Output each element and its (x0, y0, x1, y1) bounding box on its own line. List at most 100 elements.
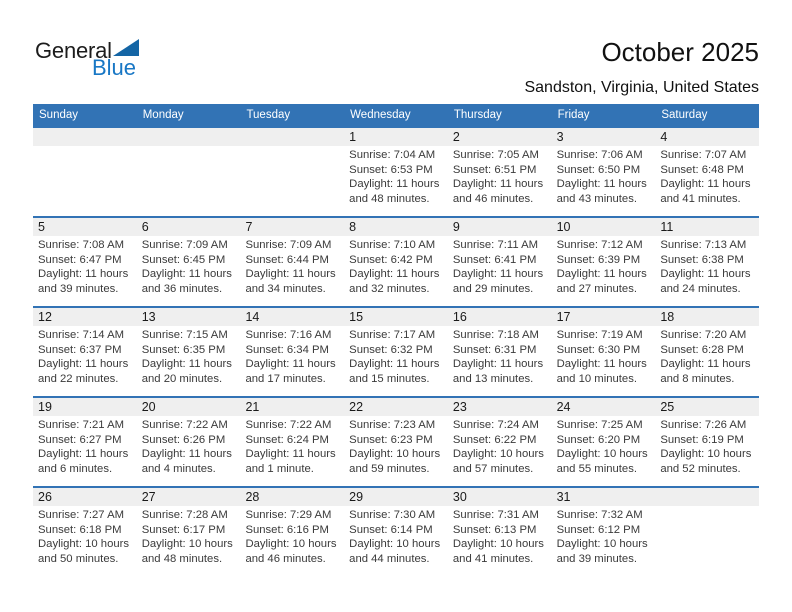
daylight-text-line2: and 50 minutes. (38, 552, 119, 565)
daylight-text-line2: and 27 minutes. (556, 282, 637, 295)
sunset-text: Sunset: 6:53 PM (349, 163, 433, 176)
day-cell-1: Sunrise: 7:04 AM Sunset: 6:53 PM Daylight:… (344, 146, 448, 216)
day-number-13: 13 (141, 310, 156, 324)
sunrise-text: Sunrise: 7:32 AM (556, 509, 643, 521)
daylight-text-line2: and 57 minutes. (452, 462, 534, 475)
weekday-header-row: Sunday Monday Tuesday Wednesday Thursday Frid… (33, 104, 759, 126)
day-cell-25: Sunrise: 7:26 AM Sunset: 6:19 PM Daylight:… (655, 416, 759, 486)
sunset-text: Sunset: 6:51 PM (452, 163, 537, 176)
daylight-text-line1: Daylight: 11 hours (660, 358, 751, 371)
sunrise-text: Sunrise: 7:26 AM (660, 419, 747, 431)
daylight-text-line1: Daylight: 11 hours (349, 178, 440, 191)
daylight-text-line1: Daylight: 11 hours (141, 268, 232, 281)
day-number-12: 12 (38, 310, 52, 324)
sunset-text: Sunset: 6:12 PM (556, 523, 641, 536)
page-title: October 2025 (601, 37, 759, 67)
sunset-text: Sunset: 6:38 PM (660, 253, 744, 266)
daylight-text-line1: Daylight: 11 hours (38, 358, 129, 371)
day-header-thursday: Thursday (453, 109, 502, 121)
daylight-text-line1: Daylight: 10 hours (349, 538, 441, 551)
daylight-text-line2: and 32 minutes. (349, 282, 430, 295)
daylight-text-line1: Daylight: 10 hours (38, 538, 130, 551)
sunset-text: Sunset: 6:37 PM (38, 343, 122, 356)
daylight-text-line1: Daylight: 11 hours (556, 268, 647, 281)
daylight-text-line2: and 48 minutes. (349, 192, 430, 205)
day-number-22: 22 (349, 400, 364, 414)
daylight-text-line2: and 22 minutes. (38, 372, 119, 385)
sunrise-text: Sunrise: 7:09 AM (141, 239, 228, 251)
day-number-24: 24 (556, 400, 571, 414)
daylight-text-line2: and 43 minutes. (556, 192, 637, 205)
sunset-text: Sunset: 6:22 PM (452, 433, 537, 446)
daylight-text-line1: Daylight: 11 hours (660, 268, 751, 281)
day-number-band: 26 27 28 29 30 31 (33, 488, 759, 506)
general-blue-logo: General Blue (35, 39, 139, 79)
daylight-text-line2: and 10 minutes. (556, 372, 637, 385)
day-cell-31: Sunrise: 7:32 AM Sunset: 6:12 PM Daylight:… (552, 506, 656, 576)
week-row: 19 20 21 22 23 24 25 Sunrise: 7:21 AM Sunset: 6:… (33, 396, 759, 486)
day-cell-12: Sunrise: 7:14 AM Sunset: 6:37 PM Daylight:… (33, 326, 137, 396)
daylight-text-line2: and 44 minutes. (349, 552, 430, 565)
daylight-text-line1: Daylight: 10 hours (452, 448, 544, 461)
day-number-29: 29 (349, 490, 364, 504)
day-number-6: 6 (141, 220, 149, 234)
daylight-text-line2: and 55 minutes. (556, 462, 637, 475)
day-header-friday: Friday (557, 109, 590, 121)
day-number-3: 3 (556, 130, 564, 144)
sunset-text: Sunset: 6:34 PM (245, 343, 329, 356)
day-cell-20: Sunrise: 7:22 AM Sunset: 6:26 PM Daylight:… (137, 416, 241, 486)
sunrise-text: Sunrise: 7:15 AM (141, 329, 228, 341)
day-cell-2: Sunrise: 7:05 AM Sunset: 6:51 PM Daylight:… (448, 146, 552, 216)
sunrise-text: Sunrise: 7:30 AM (349, 509, 436, 521)
sunrise-text: Sunrise: 7:17 AM (349, 329, 436, 341)
daylight-text-line1: Daylight: 11 hours (660, 178, 751, 191)
day-number-14: 14 (245, 310, 260, 324)
day-number-7: 7 (245, 220, 253, 234)
sunset-text: Sunset: 6:41 PM (452, 253, 537, 266)
daylight-text-line1: Daylight: 10 hours (660, 448, 752, 461)
sunset-text: Sunset: 6:32 PM (349, 343, 433, 356)
daylight-text-line1: Daylight: 10 hours (245, 538, 337, 551)
day-number-2: 2 (452, 130, 460, 144)
sunset-text: Sunset: 6:20 PM (556, 433, 641, 446)
daylight-text-line2: and 39 minutes. (556, 552, 637, 565)
daylight-text-line1: Daylight: 11 hours (349, 268, 440, 281)
day-number-21: 21 (245, 400, 260, 414)
day-cell-11: Sunrise: 7:13 AM Sunset: 6:38 PM Daylight:… (655, 236, 759, 306)
day-number-8: 8 (349, 220, 357, 234)
daylight-text-line2: and 13 minutes. (452, 372, 534, 385)
daylight-text-line1: Daylight: 11 hours (452, 268, 544, 281)
daylight-text-line1: Daylight: 11 hours (245, 448, 336, 461)
day-cell-18: Sunrise: 7:20 AM Sunset: 6:28 PM Daylight:… (655, 326, 759, 396)
day-cell-28: Sunrise: 7:29 AM Sunset: 6:16 PM Daylight:… (240, 506, 344, 576)
sunset-text: Sunset: 6:26 PM (141, 433, 226, 446)
sunrise-text: Sunrise: 7:09 AM (245, 239, 332, 251)
daylight-text-line1: Daylight: 10 hours (349, 448, 441, 461)
sunrise-text: Sunrise: 7:12 AM (556, 239, 643, 251)
day-number-26: 26 (38, 490, 52, 504)
day-cell-15: Sunrise: 7:17 AM Sunset: 6:32 PM Daylight:… (344, 326, 448, 396)
week-row: 1 2 3 4 Sunrise: 7:04 AM Sunset: 6:53 PM Dayli… (33, 126, 759, 216)
day-number-band: 19 20 21 22 23 24 25 (33, 398, 759, 416)
day-cell-30: Sunrise: 7:31 AM Sunset: 6:13 PM Daylight:… (448, 506, 552, 576)
day-number-15: 15 (349, 310, 364, 324)
day-number-30: 30 (452, 490, 467, 504)
sunrise-text: Sunrise: 7:16 AM (245, 329, 332, 341)
day-cell-19: Sunrise: 7:21 AM Sunset: 6:27 PM Daylight:… (33, 416, 137, 486)
day-header-saturday: Saturday (661, 109, 708, 121)
sunrise-text: Sunrise: 7:27 AM (38, 509, 125, 521)
daylight-text-line1: Daylight: 10 hours (556, 538, 648, 551)
day-cell-21: Sunrise: 7:22 AM Sunset: 6:24 PM Daylight:… (240, 416, 344, 486)
day-number-17: 17 (556, 310, 571, 324)
sunrise-text: Sunrise: 7:07 AM (660, 149, 747, 161)
day-header-sunday: Sunday (39, 109, 79, 121)
daylight-text-line1: Daylight: 10 hours (452, 538, 544, 551)
calendar-table: Sunday Monday Tuesday Wednesday Thursday Frid… (33, 104, 759, 576)
daylight-text-line2: and 6 minutes. (38, 462, 113, 475)
sunset-text: Sunset: 6:28 PM (660, 343, 744, 356)
day-number-empty (137, 128, 241, 146)
day-cell-14: Sunrise: 7:16 AM Sunset: 6:34 PM Daylight:… (240, 326, 344, 396)
daylight-text-line1: Daylight: 11 hours (556, 178, 647, 191)
week-row: 12 13 14 15 16 17 18 Sunrise: 7:14 AM Sunset: 6:… (33, 306, 759, 396)
